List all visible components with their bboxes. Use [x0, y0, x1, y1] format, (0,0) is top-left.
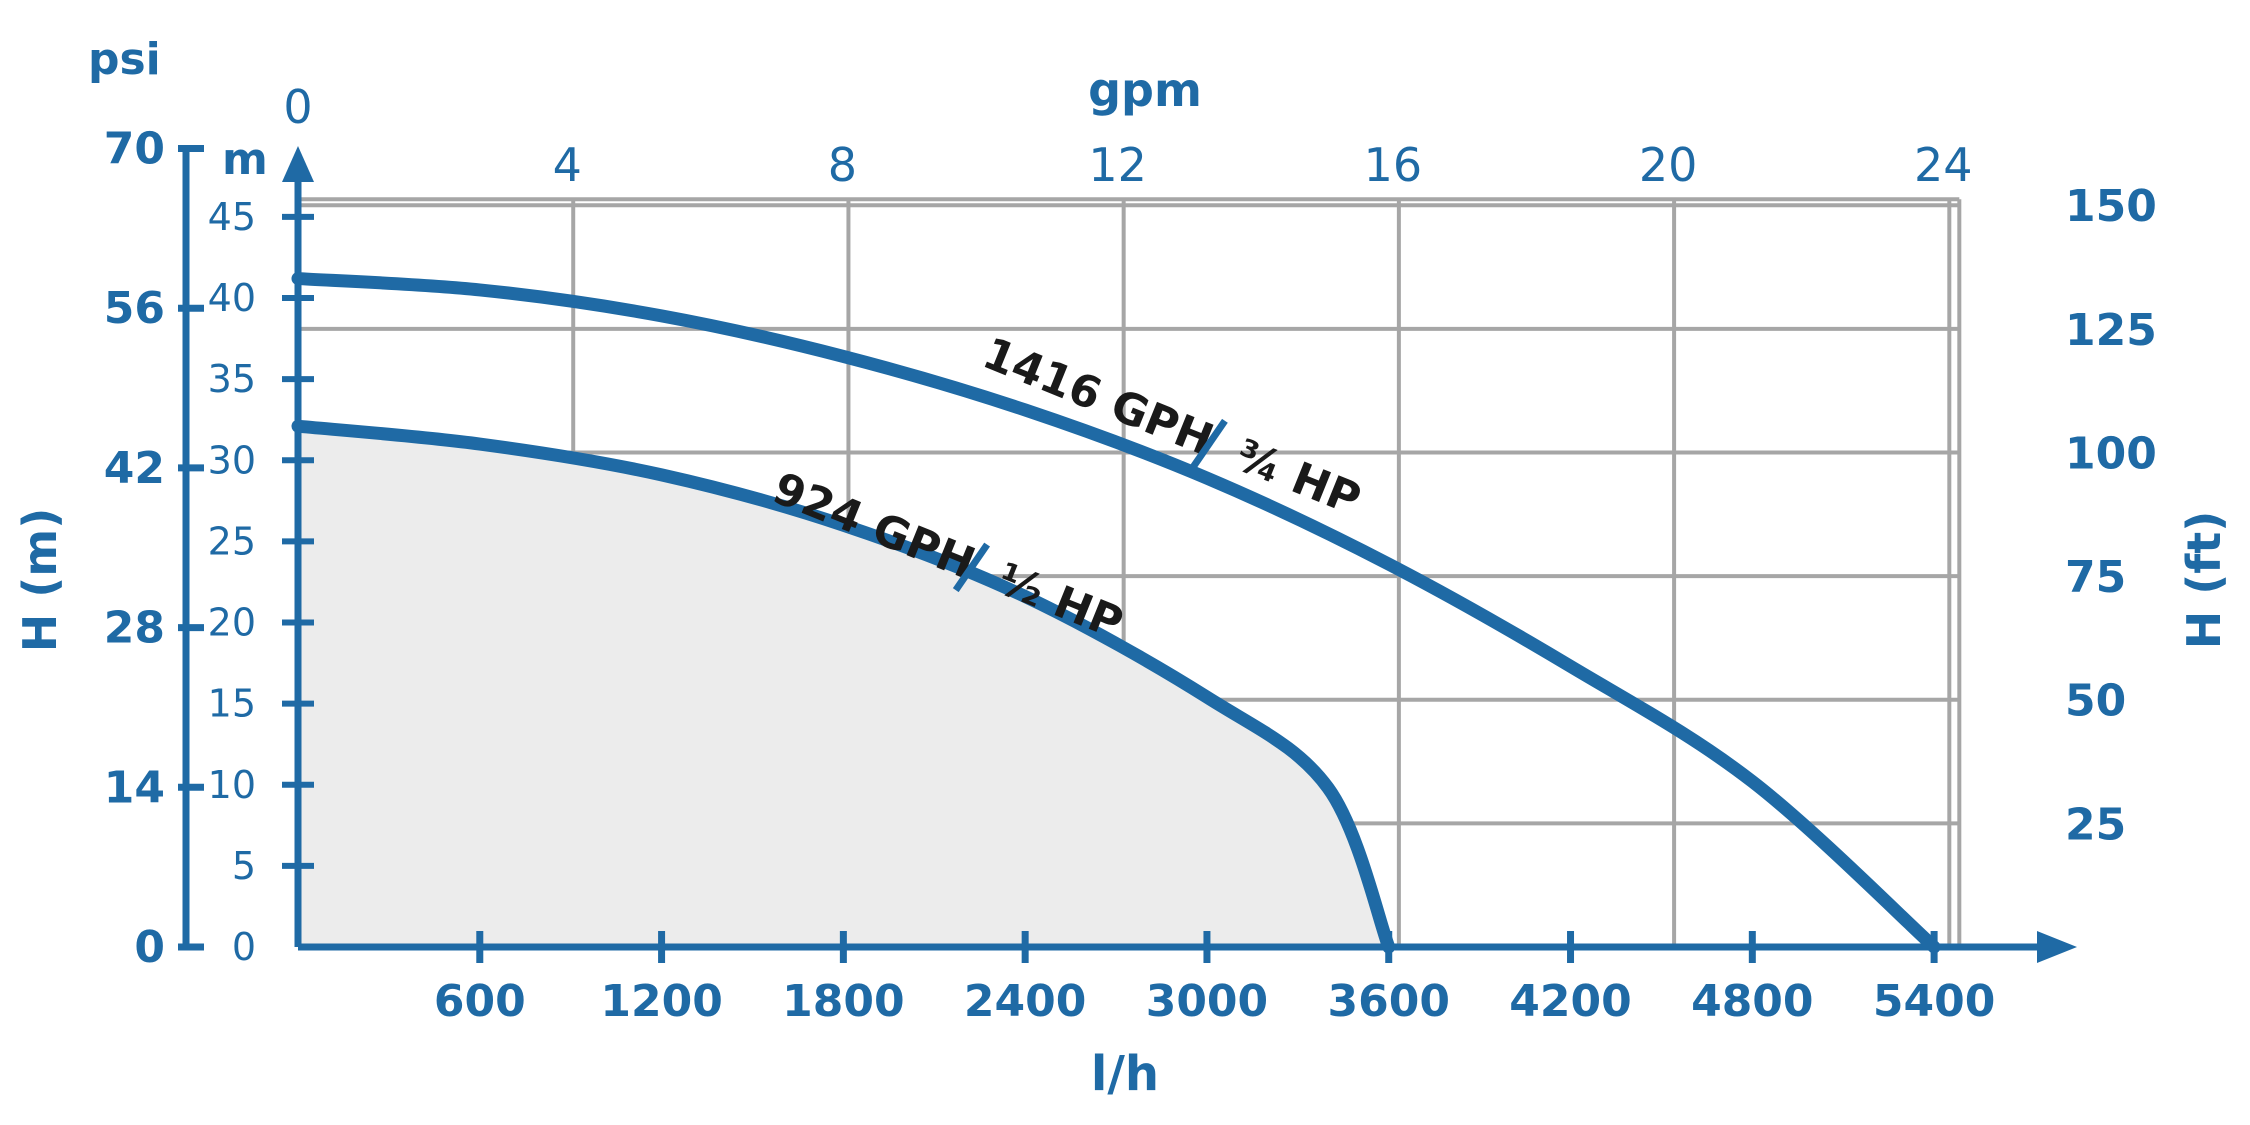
x-axis-arrow	[2037, 931, 2077, 963]
m-axis-unit: m	[222, 134, 268, 185]
psi-tick-label-28: 28	[104, 603, 165, 654]
x-axis-title: l/h	[1091, 1046, 1159, 1102]
m-tick-label-15: 15	[208, 682, 256, 726]
gpm-tick-label-12: 12	[1088, 138, 1147, 192]
gpm-tick-label-4: 4	[553, 138, 582, 192]
psi-tick-label-42: 42	[104, 443, 165, 494]
m-tick-label-40: 40	[208, 276, 256, 320]
gpm-tick-label-16: 16	[1364, 138, 1423, 192]
ft-tick-label-50: 50	[2065, 676, 2126, 727]
psi-tick-label-70: 70	[104, 124, 165, 175]
gpm-tick-label-24: 24	[1914, 138, 1973, 192]
psi-axis-unit: psi	[88, 34, 161, 85]
m-tick-label-35: 35	[208, 357, 256, 401]
ft-tick-label-150: 150	[2065, 181, 2157, 232]
m-tick-label-30: 30	[208, 438, 256, 482]
psi-tick-label-0: 0	[134, 922, 165, 973]
x-tick-label-5400: 5400	[1873, 976, 1995, 1027]
curve-1416-gph	[291, 272, 1941, 954]
ft-tick-label-25: 25	[2065, 799, 2126, 850]
gpm-tick-label-8: 8	[828, 138, 857, 192]
curve-924-gph	[291, 419, 1396, 954]
x2-axis-title: gpm	[1088, 63, 1202, 117]
ft-tick-label-125: 125	[2065, 305, 2157, 356]
gpm-tick-label-20: 20	[1639, 138, 1698, 192]
m-tick-label-0: 0	[232, 925, 256, 969]
m-tick-label-10: 10	[208, 763, 256, 807]
m-tick-label-25: 25	[208, 519, 256, 563]
x-tick-label-1200: 1200	[600, 976, 722, 1027]
y-axis-title-ft: H (ft)	[2177, 511, 2231, 650]
ft-tick-label-75: 75	[2065, 552, 2126, 603]
psi-tick-label-56: 56	[104, 283, 165, 334]
grid	[298, 197, 1962, 947]
m-tick-label-20: 20	[208, 601, 256, 645]
area-under-924	[298, 426, 1389, 948]
x-tick-label-3600: 3600	[1328, 976, 1450, 1027]
svg-text:1416 GPH: 1416 GPH	[976, 328, 1220, 466]
performance-curves	[291, 272, 1941, 954]
x-tick-label-4200: 4200	[1509, 976, 1631, 1027]
svg-text:¾ HP: ¾ HP	[1228, 430, 1368, 526]
x-tick-label-4800: 4800	[1691, 976, 1813, 1027]
x-tick-label-3000: 3000	[1146, 976, 1268, 1027]
series-label-1416: 1416 GPH ¾ HP	[976, 328, 1368, 526]
gpm-tick-label-0: 0	[283, 80, 312, 134]
ft-tick-label-100: 100	[2065, 428, 2157, 479]
x-tick-label-600: 600	[434, 976, 526, 1027]
x-tick-label-2400: 2400	[964, 976, 1086, 1027]
y-axis-m-arrow	[282, 146, 314, 182]
axes	[178, 145, 2077, 963]
operating-area-fill	[298, 426, 1389, 948]
psi-tick-label-14: 14	[104, 762, 165, 813]
y-axis-title-m: H (m)	[13, 508, 67, 653]
x-tick-label-1800: 1800	[782, 976, 904, 1027]
m-tick-label-5: 5	[232, 844, 256, 888]
m-tick-label-45: 45	[208, 195, 256, 239]
